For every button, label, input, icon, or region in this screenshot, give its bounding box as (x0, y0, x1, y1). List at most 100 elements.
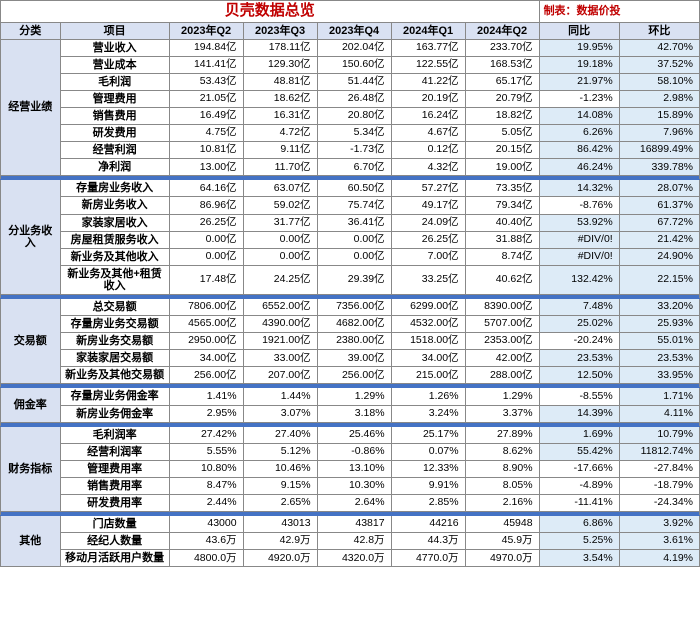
category-cell: 经营业绩 (1, 39, 61, 176)
yoy-cell: 132.42% (539, 265, 619, 294)
value-cell: 0.00亿 (169, 231, 243, 248)
yoy-cell: 7.48% (539, 299, 619, 316)
value-cell: 2.44% (169, 495, 243, 512)
qoq-cell: 3.61% (619, 533, 699, 550)
value-cell: 5707.00亿 (465, 316, 539, 333)
yoy-cell: 46.24% (539, 159, 619, 176)
qoq-cell: 15.89% (619, 107, 699, 124)
value-cell: 63.07亿 (243, 180, 317, 197)
value-cell: 20.80亿 (317, 107, 391, 124)
item-cell: 存量房业务收入 (60, 180, 169, 197)
value-cell: 5.12% (243, 443, 317, 460)
category-cell: 交易额 (1, 299, 61, 384)
value-cell: 5.05亿 (465, 125, 539, 142)
value-cell: 207.00亿 (243, 367, 317, 384)
value-cell: 19.00亿 (465, 159, 539, 176)
value-cell: 48.81亿 (243, 73, 317, 90)
value-cell: 1921.00亿 (243, 333, 317, 350)
value-cell: 27.89% (465, 426, 539, 443)
value-cell: 9.91% (391, 477, 465, 494)
value-cell: 6552.00亿 (243, 299, 317, 316)
item-cell: 经营利润率 (60, 443, 169, 460)
value-cell: 8.62% (465, 443, 539, 460)
col-period: 2023年Q4 (317, 22, 391, 39)
item-cell: 销售费用 (60, 107, 169, 124)
item-cell: 存量房业务交易额 (60, 316, 169, 333)
value-cell: 163.77亿 (391, 39, 465, 56)
item-cell: 研发费用 (60, 125, 169, 142)
value-cell: 45.9万 (465, 533, 539, 550)
value-cell: 3.37% (465, 405, 539, 422)
value-cell: 194.84亿 (169, 39, 243, 56)
value-cell: 168.53亿 (465, 56, 539, 73)
value-cell: 8.74亿 (465, 248, 539, 265)
value-cell: 256.00亿 (317, 367, 391, 384)
value-cell: 9.11亿 (243, 142, 317, 159)
value-cell: 4.75亿 (169, 125, 243, 142)
value-cell: 26.25亿 (391, 231, 465, 248)
value-cell: 39.00亿 (317, 350, 391, 367)
value-cell: 25.17% (391, 426, 465, 443)
value-cell: 13.10% (317, 460, 391, 477)
value-cell: 10.46% (243, 460, 317, 477)
qoq-cell: 67.72% (619, 214, 699, 231)
yoy-cell: -20.24% (539, 333, 619, 350)
col-item: 项目 (60, 22, 169, 39)
yoy-cell: -8.76% (539, 197, 619, 214)
value-cell: 27.42% (169, 426, 243, 443)
value-cell: -1.73亿 (317, 142, 391, 159)
value-cell: 44216 (391, 516, 465, 533)
yoy-cell: 23.53% (539, 350, 619, 367)
value-cell: 42.8万 (317, 533, 391, 550)
value-cell: 0.00亿 (317, 231, 391, 248)
value-cell: 4800.0万 (169, 550, 243, 567)
qoq-cell: 7.96% (619, 125, 699, 142)
yoy-cell: -4.89% (539, 477, 619, 494)
qoq-cell: 4.11% (619, 405, 699, 422)
item-cell: 经营利润 (60, 142, 169, 159)
value-cell: 51.44亿 (317, 73, 391, 90)
value-cell: 36.41亿 (317, 214, 391, 231)
qoq-cell: 3.92% (619, 516, 699, 533)
qoq-cell: 10.79% (619, 426, 699, 443)
value-cell: 57.27亿 (391, 180, 465, 197)
col-qoq: 环比 (619, 22, 699, 39)
value-cell: 2380.00亿 (317, 333, 391, 350)
value-cell: 10.81亿 (169, 142, 243, 159)
qoq-cell: 16899.49% (619, 142, 699, 159)
yoy-cell: -1.23% (539, 90, 619, 107)
value-cell: 43013 (243, 516, 317, 533)
item-cell: 总交易额 (60, 299, 169, 316)
table-title: 贝壳数据总览 (1, 1, 540, 23)
yoy-cell: 55.42% (539, 443, 619, 460)
value-cell: 5.34亿 (317, 125, 391, 142)
value-cell: 8.90% (465, 460, 539, 477)
value-cell: 49.17亿 (391, 197, 465, 214)
qoq-cell: 24.90% (619, 248, 699, 265)
value-cell: 44.3万 (391, 533, 465, 550)
yoy-cell: 25.02% (539, 316, 619, 333)
item-cell: 净利润 (60, 159, 169, 176)
value-cell: 42.00亿 (465, 350, 539, 367)
value-cell: 20.19亿 (391, 90, 465, 107)
value-cell: 6.70亿 (317, 159, 391, 176)
col-yoy: 同比 (539, 22, 619, 39)
qoq-cell: 4.19% (619, 550, 699, 567)
value-cell: 4390.00亿 (243, 316, 317, 333)
item-cell: 管理费用 (60, 90, 169, 107)
value-cell: 4.67亿 (391, 125, 465, 142)
qoq-cell: 22.15% (619, 265, 699, 294)
value-cell: 10.80% (169, 460, 243, 477)
yoy-cell: 53.92% (539, 214, 619, 231)
value-cell: 1.44% (243, 388, 317, 405)
value-cell: 129.30亿 (243, 56, 317, 73)
value-cell: 59.02亿 (243, 197, 317, 214)
col-period: 2023年Q2 (169, 22, 243, 39)
value-cell: 8390.00亿 (465, 299, 539, 316)
value-cell: 202.04亿 (317, 39, 391, 56)
value-cell: 34.00亿 (391, 350, 465, 367)
value-cell: 5.55% (169, 443, 243, 460)
value-cell: 53.43亿 (169, 73, 243, 90)
value-cell: 256.00亿 (169, 367, 243, 384)
yoy-cell: 14.08% (539, 107, 619, 124)
